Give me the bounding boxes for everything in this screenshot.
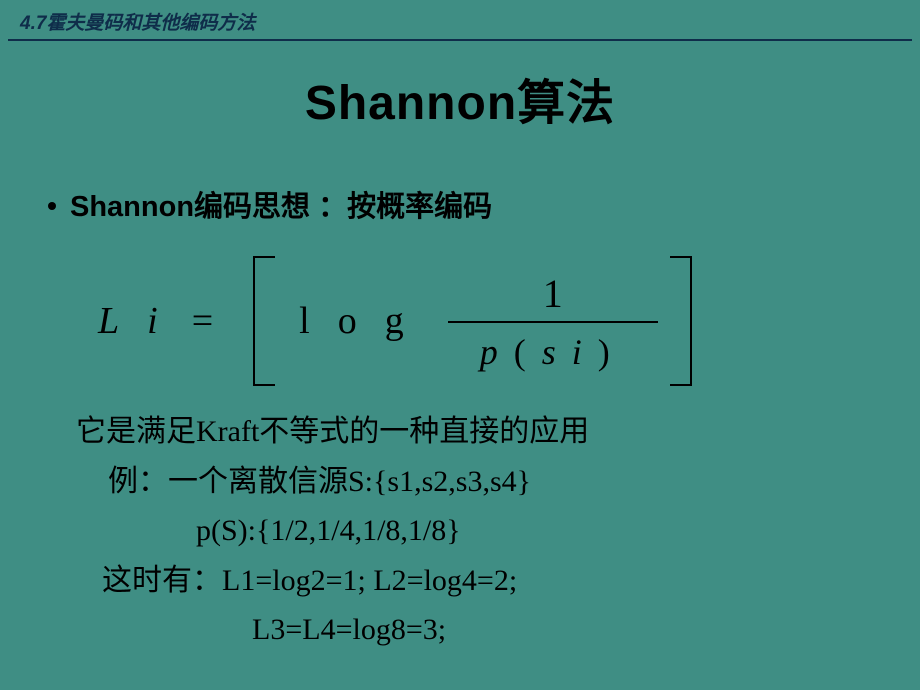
body-text-4: 这时有：L1=log2=1; L2=log4=2; [102, 564, 517, 597]
formula-lhs: Li [98, 299, 186, 343]
formula-log: log [299, 299, 432, 343]
bullet-text: Shannon编码思想 ：按概率编码 [70, 191, 492, 223]
right-bracket-icon [670, 256, 692, 386]
denom-open: ( [514, 332, 542, 372]
body-text-2: 例：一个离散信源S:{s1,s2,s3,s4} [108, 465, 531, 498]
body-line-2: 例：一个离散信源S:{s1,s2,s3,s4} [0, 457, 920, 507]
formula-fraction: 1 p(si) [448, 270, 658, 373]
section-header-underline [8, 39, 912, 41]
body-line-3: p(S):{1/2,1/4,1/8,1/8} [0, 506, 920, 556]
body-text-3: p(S):{1/2,1/4,1/8,1/8} [196, 514, 461, 547]
formula-denominator: p(si) [480, 323, 626, 373]
denom-s: s [542, 332, 572, 372]
body-text-5: L3=L4=log8=3; [252, 613, 446, 646]
section-header-text: 4.7霍夫曼码和其他编码方法 [20, 13, 255, 34]
bullet-dot-icon [48, 202, 56, 210]
formula-L: L [98, 300, 147, 342]
formula-i: i [147, 300, 186, 342]
slide-title: Shannon算法 [0, 63, 920, 133]
section-header: 4.7霍夫曼码和其他编码方法 [0, 0, 920, 35]
bullet-item: Shannon编码思想 ：按概率编码 [0, 183, 920, 225]
left-bracket-icon [253, 256, 275, 386]
formula-inner: log 1 p(si) [275, 270, 670, 373]
body-text-1: 它是满足Kraft不等式的一种直接的应用 [76, 415, 589, 448]
denom-p: p [480, 332, 514, 372]
denom-close: ) [598, 332, 626, 372]
body-line-5: L3=L4=log8=3; [0, 605, 920, 655]
body-line-4: 这时有：L1=log2=1; L2=log4=2; [0, 556, 920, 606]
body-line-1: 它是满足Kraft不等式的一种直接的应用 [0, 407, 920, 457]
formula-numerator: 1 [543, 270, 563, 321]
formula-block: Li = log 1 p(si) [0, 251, 920, 391]
formula-equals: = [192, 299, 233, 343]
denom-i: i [572, 332, 598, 372]
